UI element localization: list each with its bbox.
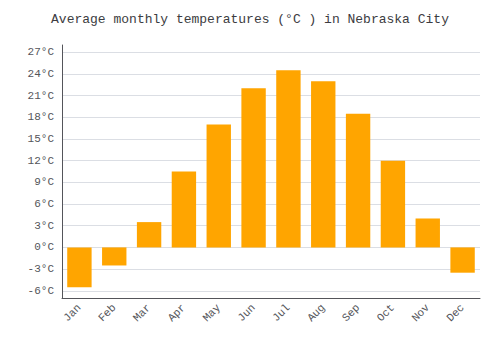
svg-text:27°C: 27°C	[28, 46, 55, 58]
svg-text:0°C: 0°C	[34, 241, 54, 253]
svg-text:Jun: Jun	[235, 302, 257, 324]
svg-text:6°C: 6°C	[34, 198, 54, 210]
svg-text:Dec: Dec	[444, 302, 466, 324]
svg-text:Sep: Sep	[340, 302, 362, 324]
svg-text:-3°C: -3°C	[28, 263, 55, 275]
svg-text:Nov: Nov	[410, 301, 433, 324]
svg-text:Jul: Jul	[270, 302, 292, 324]
svg-text:15°C: 15°C	[28, 133, 55, 145]
svg-text:24°C: 24°C	[28, 68, 55, 80]
svg-text:9°C: 9°C	[34, 176, 54, 188]
svg-text:3°C: 3°C	[34, 220, 54, 232]
svg-text:Average monthly temperatures (: Average monthly temperatures (°C ) in Ne…	[51, 12, 449, 27]
svg-text:Apr: Apr	[166, 302, 188, 324]
svg-text:May: May	[201, 301, 224, 324]
svg-text:Aug: Aug	[305, 302, 327, 324]
svg-text:-6°C: -6°C	[28, 285, 55, 297]
svg-text:12°C: 12°C	[28, 155, 55, 167]
svg-text:Oct: Oct	[375, 302, 397, 324]
svg-text:21°C: 21°C	[28, 90, 55, 102]
svg-text:Feb: Feb	[96, 302, 118, 324]
svg-text:Jan: Jan	[61, 302, 83, 324]
svg-text:Mar: Mar	[131, 302, 153, 324]
svg-text:18°C: 18°C	[28, 111, 55, 123]
